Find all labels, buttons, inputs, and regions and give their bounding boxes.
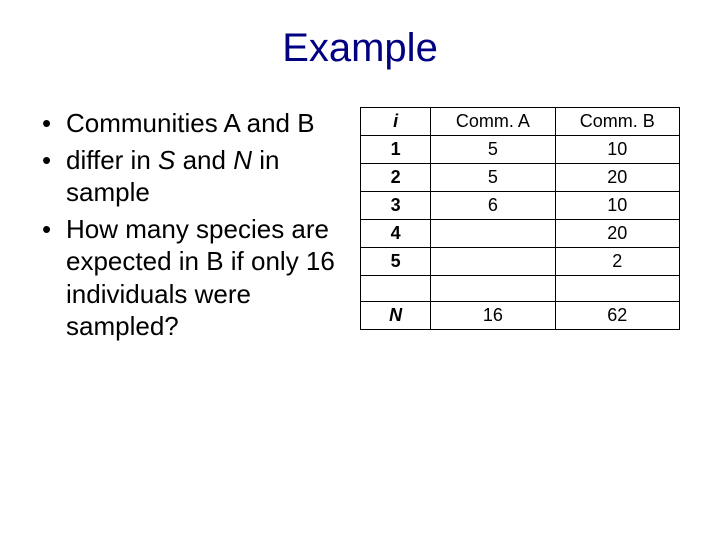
slide: Example Communities A and B differ in S …	[0, 0, 720, 540]
data-table-wrap: i Comm. A Comm. B 1 5 10 2 5 20 3 6	[360, 107, 680, 347]
bullet-list: Communities A and B differ in S and N in…	[40, 107, 336, 347]
cell: 5	[361, 248, 431, 276]
bullet-1-text: Communities A and B	[66, 108, 315, 138]
slide-title: Example	[40, 26, 680, 71]
data-table: i Comm. A Comm. B 1 5 10 2 5 20 3 6	[360, 107, 680, 330]
content-row: Communities A and B differ in S and N in…	[40, 107, 680, 347]
table-row: N 16 62	[361, 302, 680, 330]
cell-N: N	[361, 302, 431, 330]
cell	[431, 248, 555, 276]
table-row: 5 2	[361, 248, 680, 276]
col-header-a: Comm. A	[431, 108, 555, 136]
bullet-2-pre: differ in	[66, 145, 158, 175]
bullet-3: How many species are expected in B if on…	[40, 213, 336, 343]
cell: 1	[361, 136, 431, 164]
table-row	[361, 276, 680, 302]
cell: 20	[555, 164, 679, 192]
cell: 20	[555, 220, 679, 248]
cell	[431, 276, 555, 302]
cell: 5	[431, 164, 555, 192]
cell	[431, 220, 555, 248]
table-row: 1 5 10	[361, 136, 680, 164]
bullet-2-mid: and	[175, 145, 233, 175]
bullet-1: Communities A and B	[40, 107, 336, 140]
cell: 2	[555, 248, 679, 276]
table-row: 3 6 10	[361, 192, 680, 220]
cell: 10	[555, 136, 679, 164]
col-header-b: Comm. B	[555, 108, 679, 136]
cell: 10	[555, 192, 679, 220]
cell: 3	[361, 192, 431, 220]
cell	[361, 276, 431, 302]
cell: 16	[431, 302, 555, 330]
cell: 5	[431, 136, 555, 164]
table-header-row: i Comm. A Comm. B	[361, 108, 680, 136]
cell: 2	[361, 164, 431, 192]
table-row: 4 20	[361, 220, 680, 248]
cell: 6	[431, 192, 555, 220]
bullet-3-text: How many species are expected in B if on…	[66, 214, 335, 342]
cell: 4	[361, 220, 431, 248]
bullet-2-S: S	[158, 145, 175, 175]
cell	[555, 276, 679, 302]
bullet-2-N: N	[233, 145, 252, 175]
table-row: 2 5 20	[361, 164, 680, 192]
col-header-i: i	[361, 108, 431, 136]
cell: 62	[555, 302, 679, 330]
bullet-2: differ in S and N in sample	[40, 144, 336, 209]
